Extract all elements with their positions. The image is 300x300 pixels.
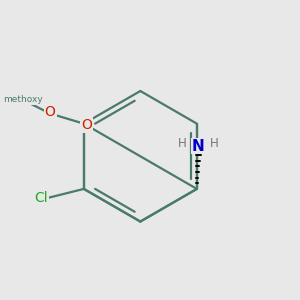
- Text: Cl: Cl: [34, 191, 48, 205]
- Text: N: N: [192, 139, 205, 154]
- Text: methoxy: methoxy: [3, 95, 43, 104]
- Text: O: O: [81, 118, 92, 132]
- Text: O: O: [45, 105, 56, 119]
- Text: H: H: [210, 137, 219, 150]
- Text: H: H: [177, 137, 186, 150]
